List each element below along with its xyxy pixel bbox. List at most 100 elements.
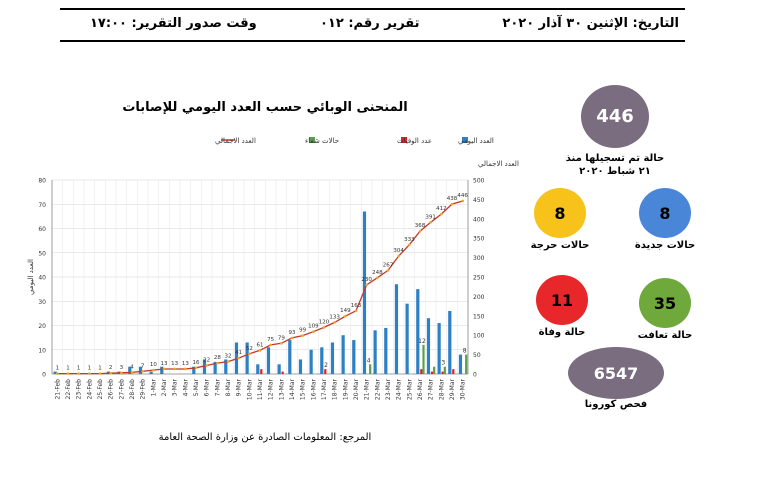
cumulative-label: 368 bbox=[415, 223, 426, 229]
deaths-value: 11 bbox=[550, 290, 574, 310]
bar-daily bbox=[213, 361, 217, 374]
cumulative-label: 149 bbox=[340, 308, 351, 314]
x-tick-label: 3-Mar bbox=[172, 378, 179, 396]
legend-label-0: العدد اليومي bbox=[458, 137, 494, 145]
cumulative-point bbox=[173, 367, 176, 371]
cumulative-point bbox=[88, 372, 91, 375]
cumulative-label: 10 bbox=[150, 362, 157, 368]
recovered-bubble: 35 bbox=[639, 278, 691, 328]
cumulative-point bbox=[440, 212, 443, 216]
report-date: التاريخ: الإثنين ٣٠ آذار ٢٠٢٠ bbox=[502, 16, 679, 31]
bar-daily bbox=[288, 340, 292, 374]
x-tick-label: 27-Feb bbox=[118, 379, 125, 400]
bar-daily bbox=[160, 366, 164, 374]
cumulative-point bbox=[248, 352, 251, 356]
legend-label-1: عدد الوفيات bbox=[397, 137, 432, 145]
cumulative-point bbox=[98, 372, 102, 375]
bar-recovered bbox=[422, 344, 425, 374]
cumulative-point bbox=[322, 326, 326, 329]
x-tick-label: 26-Mar bbox=[417, 378, 424, 400]
bar-daily bbox=[138, 366, 143, 374]
cumulative-label: 41 bbox=[235, 350, 242, 356]
cumulative-point bbox=[269, 343, 272, 347]
y-tick-label: 20 bbox=[38, 323, 46, 330]
bar-deaths bbox=[441, 371, 444, 374]
x-tick-label: 23-Mar bbox=[385, 378, 392, 400]
x-tick-label: 30-Mar bbox=[460, 378, 467, 400]
cumulative-label: 248 bbox=[372, 270, 383, 276]
x-tick-label: 15-Mar bbox=[300, 378, 307, 400]
cumulative-label: 333 bbox=[404, 237, 415, 243]
cumulative-label: 13 bbox=[171, 361, 178, 367]
bar-daily bbox=[394, 284, 399, 374]
cumulative-point bbox=[141, 369, 144, 373]
y2-tick-label: 250 bbox=[473, 275, 485, 282]
cumulative-label: 13 bbox=[182, 361, 189, 367]
bar-deaths bbox=[324, 369, 327, 374]
x-tick-label: 16-Mar bbox=[310, 378, 317, 400]
new-cases-label: حالات جديدة bbox=[634, 240, 696, 251]
bar-daily bbox=[53, 371, 57, 374]
legend-swatch-0 bbox=[462, 137, 468, 143]
bar-annotation: 2 bbox=[324, 362, 328, 369]
report-header: التاريخ: الإثنين ٣٠ آذار ٢٠٢٠ تقرير رقم:… bbox=[60, 8, 685, 42]
bar-deaths bbox=[260, 369, 263, 374]
cumulative-point bbox=[184, 367, 187, 371]
cumulative-point bbox=[376, 276, 379, 280]
x-tick-label: 21-Mar bbox=[364, 378, 371, 400]
bar-daily bbox=[384, 327, 388, 374]
cumulative-label: 163 bbox=[351, 303, 362, 309]
cumulative-label: 1 bbox=[98, 366, 102, 372]
cumulative-point bbox=[77, 372, 80, 375]
x-tick-label: 19-Mar bbox=[342, 378, 349, 400]
new-cases-value: 8 bbox=[659, 203, 671, 223]
cumulative-point bbox=[162, 367, 166, 371]
y-tick-label: 40 bbox=[38, 275, 46, 282]
cumulative-label: 1 bbox=[77, 366, 81, 372]
y-tick-label: 10 bbox=[38, 347, 46, 354]
y2-tick-label: 450 bbox=[473, 197, 485, 204]
cumulative-point bbox=[450, 202, 454, 206]
bar-annotation: 12 bbox=[418, 338, 426, 345]
x-tick-label: 29-Feb bbox=[140, 379, 147, 400]
cumulative-point bbox=[56, 372, 59, 375]
cumulative-point bbox=[301, 334, 304, 337]
bar-daily bbox=[405, 303, 409, 374]
cumulative-point bbox=[205, 364, 208, 367]
bar-annotation: 8 bbox=[463, 348, 467, 355]
cumulative-point bbox=[109, 371, 112, 375]
x-tick-label: 25-Mar bbox=[406, 378, 413, 400]
bar-daily bbox=[298, 359, 303, 374]
bar-recovered bbox=[443, 366, 446, 374]
x-tick-label: 2-Mar bbox=[161, 378, 168, 396]
bar-daily bbox=[320, 347, 324, 374]
cumulative-point bbox=[194, 366, 198, 370]
bar-recovered bbox=[433, 366, 436, 374]
x-tick-label: 17-Mar bbox=[321, 378, 328, 400]
x-tick-label: 8-Mar bbox=[225, 378, 232, 396]
deaths-bubble: 11 bbox=[536, 275, 588, 325]
y-tick-label: 60 bbox=[38, 226, 46, 233]
y-axis-title: العدد اليومي bbox=[27, 259, 35, 295]
x-tick-label: 24-Feb bbox=[86, 379, 93, 400]
bar-daily bbox=[341, 335, 345, 374]
y2-tick-label: 50 bbox=[473, 352, 481, 359]
x-tick-label: 29-Mar bbox=[449, 378, 456, 400]
cumulative-label: 4 bbox=[130, 364, 134, 370]
x-tick-label: 28-Feb bbox=[129, 379, 136, 400]
chart-title: المنحنى الوبائي حسب العدد اليومي للإصابا… bbox=[122, 100, 408, 115]
cumulative-label: 109 bbox=[308, 324, 319, 330]
bar-daily bbox=[192, 366, 196, 374]
total-cases-label-1: حالة تم تسجيلها منذ bbox=[565, 153, 665, 164]
y-tick-label: 80 bbox=[38, 178, 46, 185]
bar-daily bbox=[458, 354, 463, 374]
bar-daily bbox=[426, 318, 431, 374]
x-tick-label: 23-Feb bbox=[76, 379, 83, 400]
cumulative-label: 3 bbox=[120, 365, 124, 371]
x-tick-label: 6-Mar bbox=[204, 378, 211, 396]
cumulative-label: 1 bbox=[88, 366, 92, 372]
cumulative-point bbox=[429, 220, 432, 224]
total-cases-value: 446 bbox=[596, 106, 634, 127]
x-tick-label: 11-Mar bbox=[257, 378, 264, 400]
cumulative-point bbox=[354, 309, 358, 313]
